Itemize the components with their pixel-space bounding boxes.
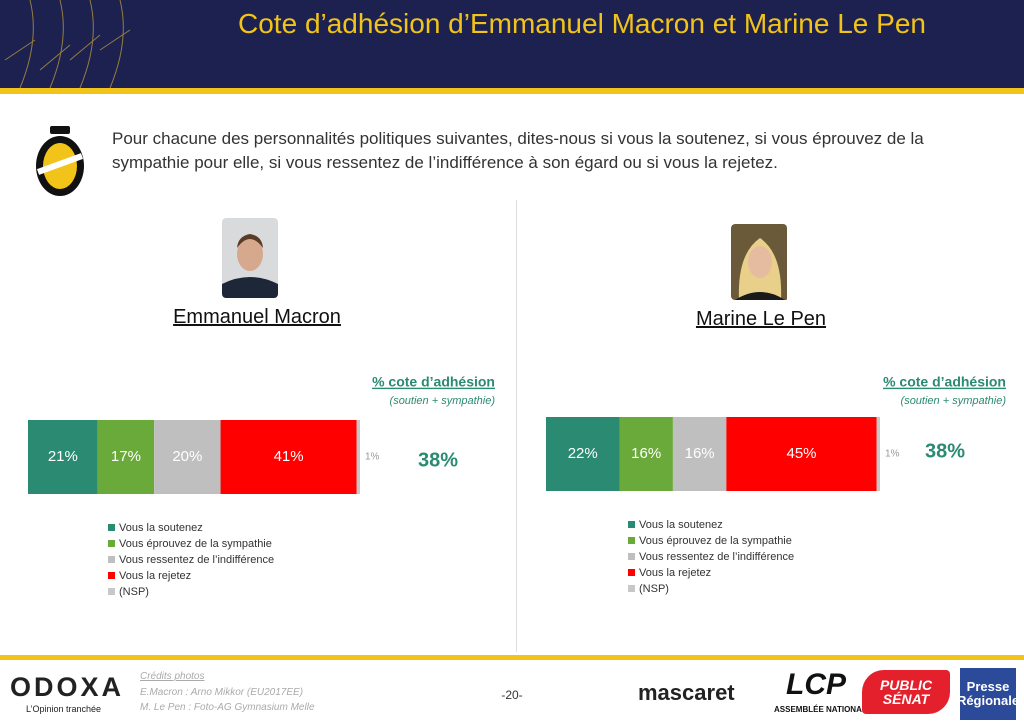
legend-label: Vous ressentez de l’indifférence (119, 554, 274, 566)
partner-logo: mascaret (638, 680, 735, 705)
legend-label: Vous la rejetez (639, 567, 711, 579)
summary-label: % cote d’adhésion (372, 374, 495, 390)
value-label: 16% (631, 445, 661, 462)
legend-label: Vous la soutenez (639, 519, 723, 531)
header-decoration (4, 0, 131, 89)
header-rule (0, 88, 1024, 94)
legend-swatch (628, 585, 635, 592)
legend-swatch (108, 540, 115, 547)
value-label: 16% (685, 445, 715, 462)
value-label: 20% (172, 448, 202, 465)
summary-label: % cote d’adhésion (883, 374, 1006, 390)
legend-swatch (108, 556, 115, 563)
value-label: 45% (786, 445, 816, 462)
legend-swatch (108, 524, 115, 531)
partner-logo: LCP (786, 668, 846, 701)
summary-value: 38% (925, 440, 965, 462)
question-icon (36, 126, 84, 196)
slide-title: Cote d’adhésion d’Emmanuel Macron et Mar… (238, 8, 926, 39)
legend-label: Vous éprouvez de la sympathie (119, 538, 272, 550)
bar-segment (726, 417, 877, 491)
credit: M. Le Pen : Foto-AG Gymnasium Melle (140, 702, 315, 713)
legend-swatch (628, 569, 635, 576)
bar-segment (672, 417, 727, 491)
summary-sublabel: (soutien + sympathie) (390, 395, 496, 407)
bar-segment (876, 417, 880, 491)
bar-segment (154, 420, 221, 494)
footer-rule (0, 655, 1024, 660)
value-label: 1% (885, 449, 900, 460)
bar-segment (619, 417, 673, 491)
partner-logo: Presse Régionale (957, 668, 1019, 720)
partner-logo: PUBLIC SÉNAT (862, 670, 950, 714)
bar-segment (97, 420, 155, 494)
chart-title: Emmanuel Macron (173, 306, 341, 328)
bar-segment (356, 420, 360, 494)
credits-title: Crédits photos (140, 671, 205, 682)
legend-label: (NSP) (639, 583, 669, 595)
legend-swatch (108, 588, 115, 595)
charts: 21% Vous la soutenez 17% Vous éprouvez de l… (28, 374, 1007, 598)
summary-value: 38% (418, 449, 458, 471)
legend-label: Vous la soutenez (119, 522, 203, 534)
bar-segment (220, 420, 357, 494)
legend-label: Vous ressentez de l’indifférence (639, 551, 794, 563)
value-label: 1% (365, 452, 380, 463)
summary-sublabel: (soutien + sympathie) (901, 395, 1007, 407)
partner-logo: ASSEMBLÉE NATIONALE (774, 705, 873, 714)
divider (516, 200, 517, 652)
legend-swatch (628, 553, 635, 560)
page-number: -20- (501, 688, 523, 702)
legend-swatch (628, 521, 635, 528)
value-label: 22% (568, 445, 598, 462)
brand-logo: ODOXA (10, 672, 125, 702)
legend-label: Vous éprouvez de la sympathie (639, 535, 792, 547)
photo-le-pen (731, 224, 787, 300)
brand-tagline: L’Opinion tranchée (26, 704, 102, 714)
question-text: Pour chacune des personnalités politique… (112, 129, 924, 172)
photo-macron (222, 218, 278, 298)
credit: E.Macron : Arno Mikkor (EU2017EE) (140, 687, 304, 698)
value-label: 41% (274, 448, 304, 465)
value-label: 21% (48, 448, 78, 465)
bar-segment (546, 417, 620, 491)
value-label: 17% (111, 448, 141, 465)
legend-label: Vous la rejetez (119, 570, 191, 582)
legend-swatch (108, 572, 115, 579)
legend-swatch (628, 537, 635, 544)
legend-label: (NSP) (119, 586, 149, 598)
header-band (0, 0, 1024, 89)
bar-segment (28, 420, 98, 494)
chart-title: Marine Le Pen (695, 308, 827, 330)
